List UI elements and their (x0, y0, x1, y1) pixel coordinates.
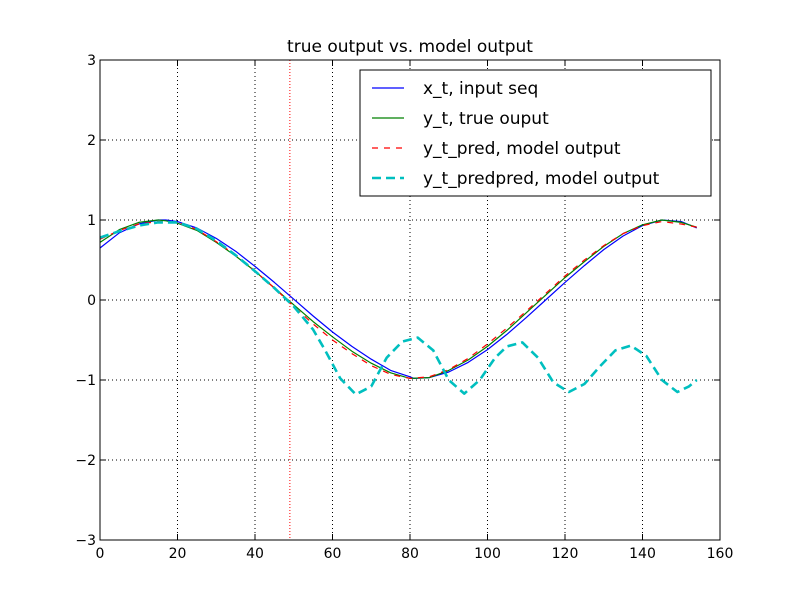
x-tick-label: 120 (552, 546, 579, 562)
chart-title: true output vs. model output (287, 37, 533, 57)
y-tick-label: −3 (75, 533, 96, 549)
y-tick-label: 0 (87, 293, 96, 309)
x-tick-label: 0 (96, 546, 105, 562)
series-lines (99, 219, 698, 396)
legend-label: y_t_predpred, model output (423, 169, 660, 189)
legend-label: y_t, true ouput (423, 109, 549, 129)
tick-labels: 0 20 40 60 80 100 120 140 160 −3 −2 −1 0 1 2 3 (75, 53, 733, 562)
x-tick-label: 100 (474, 546, 501, 562)
x-tick-label: 140 (629, 546, 656, 562)
x-tick-label: 40 (246, 546, 264, 562)
y-tick-label: 1 (87, 213, 96, 229)
y-tick-label: 3 (87, 53, 96, 69)
series-line (99, 221, 698, 396)
y-tick-label: 2 (87, 133, 96, 149)
legend-label: x_t, input seq (423, 79, 538, 99)
legend-label: y_t_pred, model output (423, 139, 621, 159)
x-tick-label: 60 (324, 546, 342, 562)
x-tick-label: 160 (707, 546, 734, 562)
y-tick-label: −1 (75, 373, 96, 389)
x-tick-label: 20 (169, 546, 187, 562)
plot-frame (99, 59, 721, 541)
legend-box (359, 69, 712, 197)
y-tick-label: −2 (75, 453, 96, 469)
legend: x_t, input seq y_t, true ouput y_t_pred, m… (359, 69, 712, 197)
x-tick-label: 80 (401, 546, 419, 562)
